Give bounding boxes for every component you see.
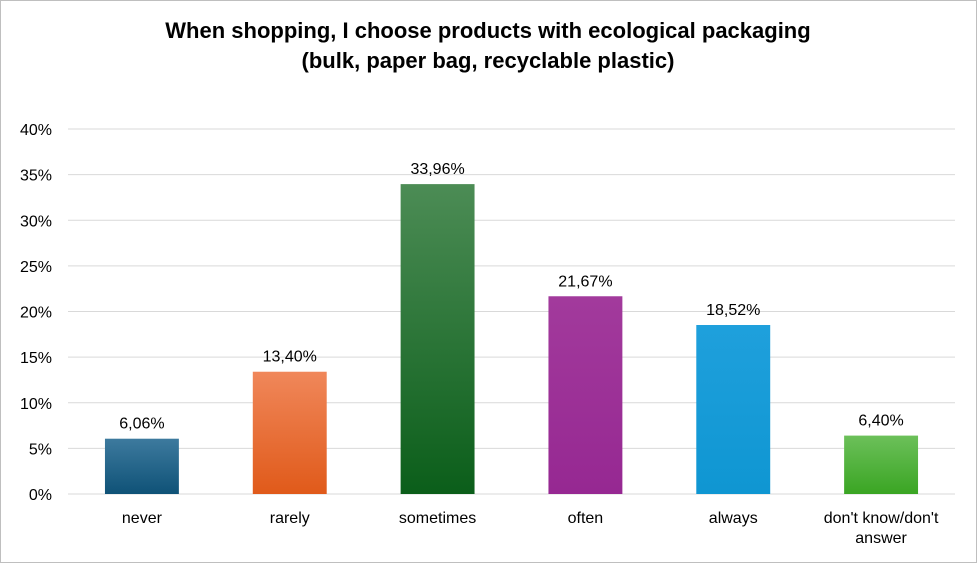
x-category-label: always xyxy=(709,510,758,527)
data-label: 33,96% xyxy=(410,161,464,178)
x-category-label: sometimes xyxy=(399,510,476,527)
data-labels: 6,06% 13,40% 33,96% 21,67% 18,52% 6,40% xyxy=(119,161,904,433)
chart-title: When shopping, I choose products with ec… xyxy=(165,18,810,73)
data-label: 13,40% xyxy=(263,349,317,366)
bar xyxy=(844,435,919,494)
bar xyxy=(104,438,179,494)
chart-title-line-1: When shopping, I choose products with ec… xyxy=(165,18,810,43)
y-tick-label: 40% xyxy=(20,122,52,139)
bar xyxy=(548,296,623,494)
y-tick-label: 30% xyxy=(20,213,52,230)
y-tick-label: 0% xyxy=(29,487,52,504)
y-tick-label: 35% xyxy=(20,168,52,185)
gridlines xyxy=(68,128,955,495)
x-axis-categories: never rarely sometimes often always don't kno… xyxy=(122,510,939,547)
y-tick-label: 10% xyxy=(20,396,52,413)
x-category-label: rarely xyxy=(270,510,310,527)
bar xyxy=(400,184,475,495)
bars xyxy=(104,184,919,495)
x-category-label: answer xyxy=(855,530,907,547)
data-label: 6,40% xyxy=(858,413,903,430)
y-tick-label: 25% xyxy=(20,259,52,276)
x-category-label: often xyxy=(568,510,604,527)
data-label: 6,06% xyxy=(119,416,164,433)
x-category-label: never xyxy=(122,510,163,527)
y-axis-ticks: 0% 5% 10% 15% 20% 25% 30% 35% 40% xyxy=(20,122,52,504)
chart-title-line-2: (bulk, paper bag, recyclable plastic) xyxy=(302,48,675,73)
x-category-label: don't know/don't xyxy=(824,510,939,527)
data-label: 21,67% xyxy=(558,273,612,290)
y-tick-label: 20% xyxy=(20,305,52,322)
y-tick-label: 15% xyxy=(20,350,52,367)
bar xyxy=(252,371,327,494)
bar xyxy=(696,325,771,494)
y-tick-label: 5% xyxy=(29,441,52,458)
data-label: 18,52% xyxy=(706,302,760,319)
